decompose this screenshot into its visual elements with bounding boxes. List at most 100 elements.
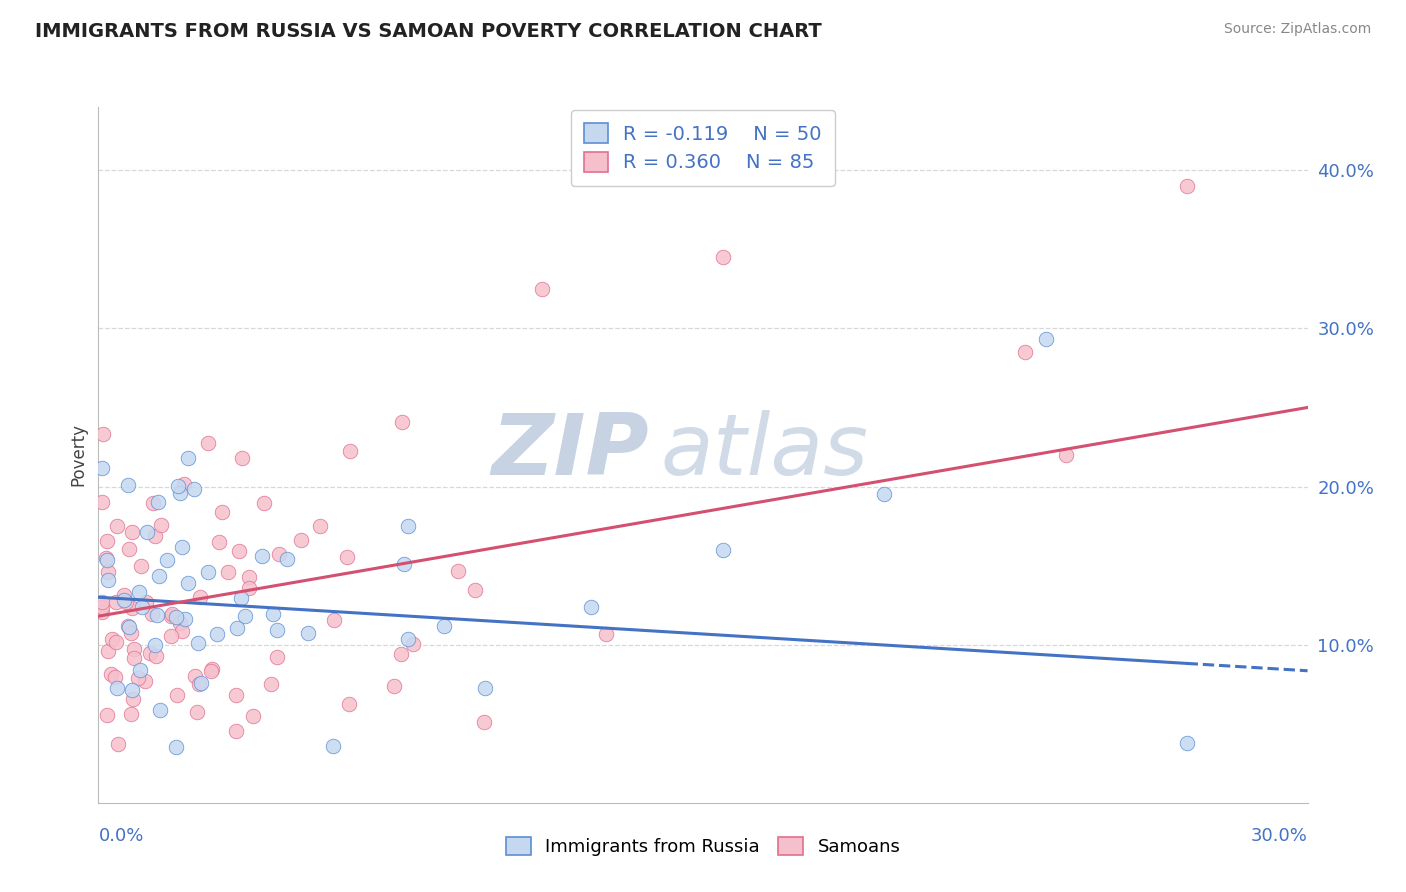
Point (136, 525, 159, 540)
Point (392, 558, 415, 572)
Point (402, 637, 425, 651)
Point (146, 495, 169, 509)
Point (231, 451, 253, 466)
Point (117, 478, 139, 492)
Point (238, 570, 260, 584)
Point (105, 595, 128, 609)
Point (447, 564, 470, 578)
Point (104, 669, 127, 683)
Point (233, 609, 256, 624)
Point (308, 518, 330, 533)
Point (120, 707, 142, 722)
Legend: Immigrants from Russia, Samoans: Immigrants from Russia, Samoans (498, 830, 908, 863)
Point (97, 565, 120, 579)
Point (91, 599, 114, 614)
Point (207, 534, 229, 549)
Point (186, 705, 208, 719)
Point (131, 600, 153, 615)
Point (229, 591, 252, 605)
Point (91, 595, 114, 609)
Point (1035, 333, 1057, 347)
Point (134, 673, 156, 688)
Point (149, 703, 172, 717)
Point (595, 627, 617, 641)
Point (183, 668, 205, 682)
Point (122, 650, 145, 665)
Point (120, 626, 142, 640)
Point (118, 542, 141, 557)
Point (873, 487, 896, 501)
Text: atlas: atlas (661, 410, 869, 493)
Point (114, 595, 136, 609)
Point (122, 641, 145, 656)
Point (188, 591, 211, 605)
Point (91, 461, 114, 475)
Point (389, 648, 412, 662)
Point (142, 496, 165, 510)
Text: 30.0%: 30.0% (1251, 827, 1308, 845)
Point (290, 533, 312, 548)
Point (148, 568, 170, 582)
Point (112, 588, 135, 602)
Point (129, 558, 152, 573)
Point (711, 542, 734, 557)
Point (105, 635, 128, 649)
Point (225, 621, 247, 635)
Point (100, 666, 122, 681)
Point (225, 688, 247, 702)
Point (322, 613, 344, 627)
Point (579, 599, 602, 614)
Point (336, 550, 359, 565)
Point (1175, 179, 1198, 194)
Point (150, 517, 173, 532)
Point (121, 682, 143, 697)
Point (201, 662, 224, 676)
Point (166, 688, 188, 702)
Point (200, 665, 222, 679)
Point (162, 607, 184, 622)
Point (143, 639, 166, 653)
Point (173, 476, 195, 491)
Point (165, 610, 187, 624)
Point (172, 540, 194, 554)
Point (170, 624, 193, 638)
Point (118, 620, 141, 634)
Text: IMMIGRANTS FROM RUSSIA VS SAMOAN POVERTY CORRELATION CHART: IMMIGRANTS FROM RUSSIA VS SAMOAN POVERTY… (35, 22, 823, 41)
Point (711, 250, 734, 264)
Point (160, 609, 183, 624)
Y-axis label: Poverty: Poverty (69, 424, 87, 486)
Point (197, 436, 219, 450)
Point (276, 552, 298, 566)
Point (128, 585, 150, 599)
Point (530, 282, 553, 296)
Point (169, 615, 191, 630)
Point (267, 547, 290, 561)
Text: ZIP: ZIP (491, 410, 648, 493)
Point (105, 681, 128, 695)
Point (396, 632, 419, 646)
Point (121, 691, 143, 706)
Point (91, 605, 114, 619)
Point (94, 550, 117, 565)
Point (266, 623, 288, 637)
Point (391, 415, 413, 429)
Point (262, 607, 284, 621)
Point (1014, 345, 1036, 359)
Point (91, 495, 114, 509)
Point (121, 600, 143, 615)
Point (197, 566, 219, 580)
Point (177, 576, 200, 591)
Point (322, 739, 344, 754)
Point (160, 629, 183, 643)
Point (121, 524, 143, 539)
Point (225, 724, 247, 739)
Point (238, 581, 260, 595)
Point (253, 496, 276, 510)
Point (112, 592, 135, 607)
Point (187, 677, 209, 691)
Point (1054, 448, 1077, 462)
Point (97, 573, 120, 587)
Point (166, 479, 188, 493)
Point (339, 443, 361, 458)
Point (205, 626, 228, 640)
